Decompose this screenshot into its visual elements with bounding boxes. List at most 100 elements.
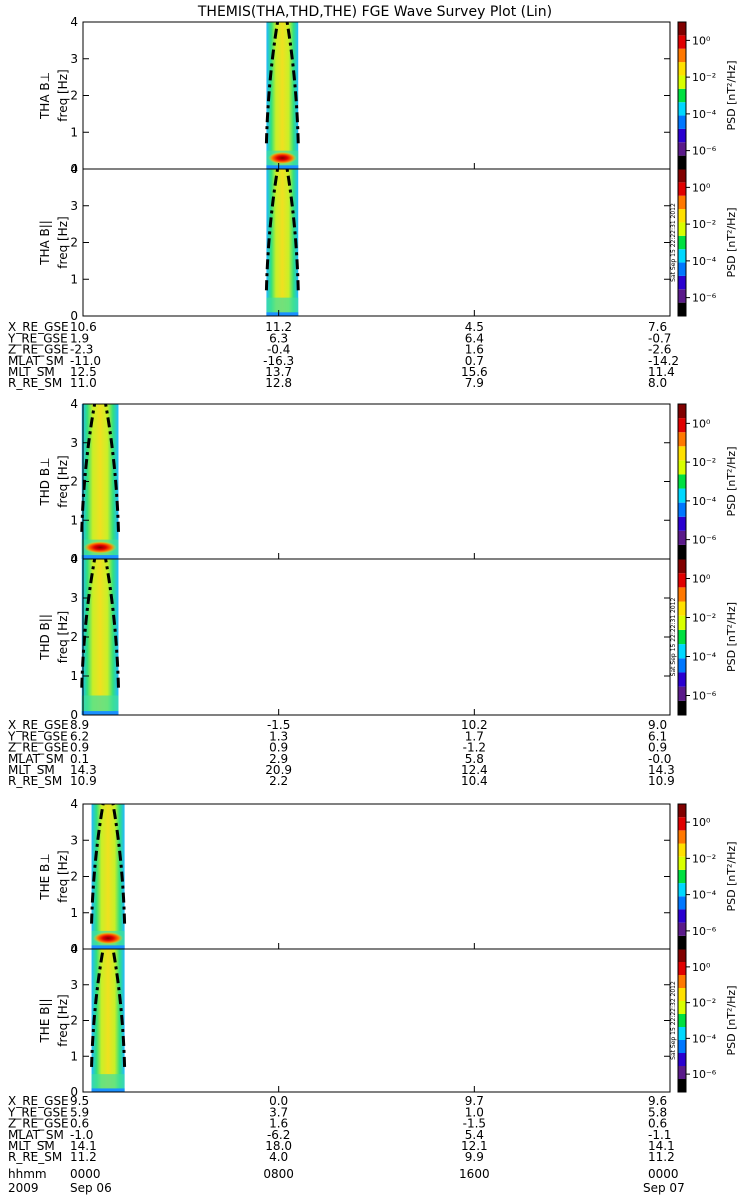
orbit-value: 5.8 [648, 1105, 667, 1119]
orbit-value: 13.7 [265, 365, 292, 379]
colorbar-segment [678, 962, 686, 975]
orbit-value: 8.9 [70, 718, 89, 732]
orbit-value: 10.9 [70, 774, 97, 788]
cyclotron-line-left [80, 403, 97, 532]
y-tick-label: 3 [70, 833, 78, 847]
y-tick-label: 0 [70, 708, 78, 722]
orbit-table-thd: X_RE_GSE 8.9 -1.5 10.2 9.0 Y_RE_GSE 6.2 1.3 1.7 6… [7, 718, 675, 788]
y-axis-probe-label: THD B⊥ [38, 457, 52, 506]
colorbar-segment [678, 544, 686, 559]
spectrogram-data-block [266, 22, 299, 169]
colorbar-segment [678, 1027, 686, 1040]
orbit-value: -6.2 [267, 1128, 290, 1142]
orbit-value: -11.0 [70, 354, 101, 368]
spectrogram-data-block [91, 804, 125, 949]
orbit-value: 9.0 [648, 718, 667, 732]
orbit-value: 5.4 [465, 1128, 484, 1142]
orbit-value: 1.0 [465, 1105, 484, 1119]
y-tick-label: 0 [70, 552, 78, 566]
y-tick-label: 1 [70, 272, 78, 286]
colorbar-segment [678, 975, 686, 988]
spectrogram-panel-thd-bperp: 0 1 2 3 4 THD B⊥ freq [Hz] 10⁰ 10⁻² 10⁻⁴ 10⁻⁶ PSD [… [38, 397, 738, 566]
colorbar-segment [678, 1066, 686, 1079]
orbit-row-label: Y_RE_GSE [7, 331, 68, 345]
orbit-value: 14.3 [70, 763, 97, 777]
colorbar-label: PSD [nT²/Hz] [725, 60, 738, 130]
colorbar-tick-label: 10⁰ [692, 573, 711, 586]
orbit-value: 1.9 [70, 331, 89, 345]
orbit-value: 8.0 [648, 376, 667, 390]
orbit-value: 6.3 [269, 331, 288, 345]
y-tick-label: 3 [70, 199, 78, 213]
time-tick-label: 1600 [459, 1167, 490, 1181]
cyclotron-line-right [285, 21, 300, 144]
colorbar-segment [678, 418, 686, 433]
y-tick-label: 1 [70, 906, 78, 920]
orbit-value: 0.6 [70, 1117, 89, 1131]
colorbar-segment [678, 686, 686, 701]
year-label: 2009 [8, 1181, 39, 1195]
colorbar-segment [678, 530, 686, 545]
colorbar-segment [678, 460, 686, 475]
y-axis-probe-label: THA B|| [38, 220, 52, 266]
orbit-row-label: X_RE_GSE [8, 718, 69, 732]
colorbar-segment [678, 62, 686, 76]
orbit-value: -1.5 [267, 718, 290, 732]
lowest-frequency-band [266, 165, 299, 169]
cyclotron-line-left [80, 558, 97, 688]
time-axis-label: hhmm [8, 1167, 47, 1181]
colorbar-segment [678, 988, 686, 1001]
orbit-value: 5.8 [465, 752, 484, 766]
colorbar-tick-label: 10⁻⁴ [692, 255, 717, 268]
orbit-value: 11.2 [70, 1150, 97, 1164]
colorbar-segment [678, 830, 686, 844]
y-axis-unit-label: freq [Hz] [56, 611, 70, 663]
colorbar-segment [678, 922, 686, 936]
colorbar-segment [678, 817, 686, 831]
cyclotron-line-left [90, 803, 105, 924]
colorbar-segment [678, 209, 686, 223]
colorbar-segment [678, 883, 686, 897]
colorbar-label: PSD [nT²/Hz] [725, 985, 738, 1055]
colorbar-tick-label: 10⁻⁶ [692, 1068, 717, 1081]
cyclotron-line-right [104, 558, 120, 688]
peak-power-marker [93, 932, 123, 945]
colorbar-segment [678, 169, 686, 183]
y-axis-unit-label: freq [Hz] [56, 994, 70, 1046]
colorbar-segment [678, 869, 686, 884]
timestamp-label: Sat Sep 15 22:22:31 2012 [670, 203, 677, 282]
cyclotron-line-right [285, 168, 300, 291]
peak-power-marker [268, 151, 297, 164]
colorbar-segment [678, 672, 686, 687]
colorbar-segment [678, 35, 686, 49]
orbit-value: -0.4 [267, 343, 290, 357]
orbit-row-label: MLT_SM [8, 763, 55, 777]
colorbar-frame [677, 948, 687, 1093]
orbit-value: 0.7 [465, 354, 484, 368]
orbit-value: 11.2 [265, 320, 292, 334]
colorbar-segment [678, 896, 686, 910]
colorbar-segment [678, 75, 686, 89]
y-tick-label: 1 [70, 513, 78, 527]
orbit-row-label: Y_RE_GSE [7, 1105, 68, 1119]
panel-frame [82, 21, 671, 170]
colorbar-tick-label: 10⁻⁶ [692, 534, 717, 547]
spectrogram-data-block [266, 169, 299, 316]
colorbar-tick-label: 10⁻⁴ [692, 1032, 717, 1045]
y-axis-unit-label: freq [Hz] [56, 455, 70, 507]
cyclotron-line-right [111, 948, 127, 1068]
orbit-value: 2.9 [269, 752, 288, 766]
orbit-value: 1.6 [269, 1117, 288, 1131]
orbit-value: 0.9 [269, 741, 288, 755]
colorbar-tick-label: 10⁻² [692, 997, 716, 1010]
colorbar-segment [678, 235, 686, 250]
y-tick-label: 1 [70, 125, 78, 139]
y-tick-label: 3 [70, 591, 78, 605]
y-axis-unit-label: freq [Hz] [56, 850, 70, 902]
cyclotron-line-right [111, 803, 127, 924]
panel-frame [82, 558, 671, 716]
orbit-value: 11.2 [648, 1150, 675, 1164]
colorbar-segment [678, 182, 686, 196]
orbit-value: -16.3 [263, 354, 294, 368]
colorbar-tick-label: 10⁻⁶ [692, 145, 717, 158]
